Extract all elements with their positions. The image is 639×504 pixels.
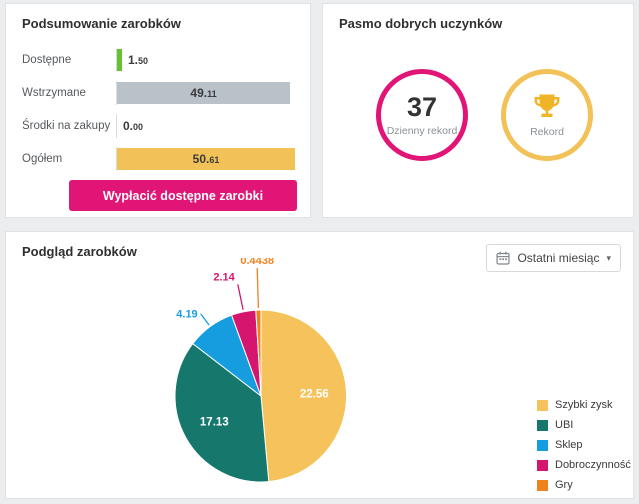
summary-row-bar-zone: 49.11 (116, 81, 296, 105)
pie-leader-line (200, 313, 210, 326)
earnings-overview-card: Podgląd zarobków Ostatni miesiąc ▾ 22.56… (5, 231, 634, 499)
legend-swatch (537, 420, 548, 431)
summary-title: Podsumowanie zarobków (22, 16, 181, 31)
calendar-icon (496, 251, 511, 265)
legend-swatch (537, 480, 548, 491)
legend-item: Sklep (537, 440, 631, 451)
summary-row-label: Ogółem (22, 153, 63, 165)
summary-row-label: Środki na zakupy (22, 120, 111, 132)
summary-row: Środki na zakupy 0.00 (22, 114, 296, 138)
summary-bar: 49.11 (117, 82, 290, 104)
summary-row-value: 1.50 (128, 53, 149, 67)
record-circle: Rekord (501, 69, 593, 161)
legend-item: Szybki zysk (537, 400, 631, 411)
good-deeds-streak-card: Pasmo dobrych uczynków 37 Dzienny rekord… (322, 3, 634, 218)
pie-slice-0 (260, 309, 347, 483)
summary-bar: 50.61 (117, 148, 295, 170)
pie-value-label: 17.13 (200, 417, 229, 429)
summary-row: Dostępne 1.50 (22, 48, 296, 72)
summary-row-value: 50.61 (192, 152, 220, 166)
pie-slice-1 (174, 342, 270, 483)
summary-row-label: Dostępne (22, 54, 72, 66)
daily-record-circle: 37 Dzienny rekord (376, 69, 468, 161)
legend-item: Dobroczynność (537, 460, 631, 471)
pie-legend: Szybki zysk UBI Sklep Dobroczynność Gry (537, 400, 631, 500)
streak-title: Pasmo dobrych uczynków (339, 16, 503, 31)
legend-item: UBI (537, 420, 631, 431)
earnings-summary-card: Podsumowanie zarobków Dostępne 1.50 Wstrzy… (5, 3, 311, 218)
pie-value-label: 2.14 (213, 271, 235, 283)
legend-item: Gry (537, 480, 631, 491)
legend-label: Gry (555, 479, 573, 491)
earnings-pie-chart: 22.56 17.13 4.19 2.14 0.4438 (174, 258, 347, 483)
legend-swatch (537, 460, 548, 471)
summary-row-bar-zone: 0.00 (116, 114, 296, 138)
legend-label: Sklep (555, 439, 583, 451)
summary-row: Ogółem 50.61 (22, 147, 296, 171)
period-dropdown-label: Ostatni miesiąc (517, 251, 600, 265)
pie-value-label: 4.19 (176, 309, 197, 321)
caret-down-icon: ▾ (606, 252, 611, 263)
pie-value-label: 22.56 (300, 389, 329, 401)
summary-row-value: 49.11 (190, 86, 217, 100)
legend-label: Dobroczynność (555, 459, 631, 471)
earnings-title: Podgląd zarobków (22, 244, 137, 259)
legend-label: UBI (555, 419, 574, 431)
summary-row-bar-zone: 50.61 (116, 147, 296, 171)
record-label: Rekord (530, 126, 564, 138)
pie-value-label: 0.4438 (240, 258, 274, 267)
summary-rows: Dostępne 1.50 Wstrzymane 49.11 Środki na zak… (22, 48, 296, 180)
trophy-icon (534, 94, 560, 117)
payout-button[interactable]: Wypłacić dostępne zarobki (69, 180, 297, 211)
pie-slice-4 (255, 309, 262, 397)
summary-row: Wstrzymane 49.11 (22, 81, 296, 105)
period-dropdown[interactable]: Ostatni miesiąc ▾ (486, 244, 621, 272)
legend-swatch (537, 440, 548, 451)
summary-row-label: Wstrzymane (22, 87, 86, 99)
pie-leader-line (256, 268, 260, 309)
pie-leader-line (237, 284, 244, 310)
legend-swatch (537, 400, 548, 411)
summary-bar (117, 49, 122, 71)
summary-row-bar-zone: 1.50 (116, 48, 296, 72)
daily-record-value: 37 (406, 91, 438, 122)
daily-record-label: Dzienny rekord (386, 124, 458, 137)
summary-row-value: 0.00 (123, 119, 144, 133)
legend-label: Szybki zysk (555, 399, 613, 411)
